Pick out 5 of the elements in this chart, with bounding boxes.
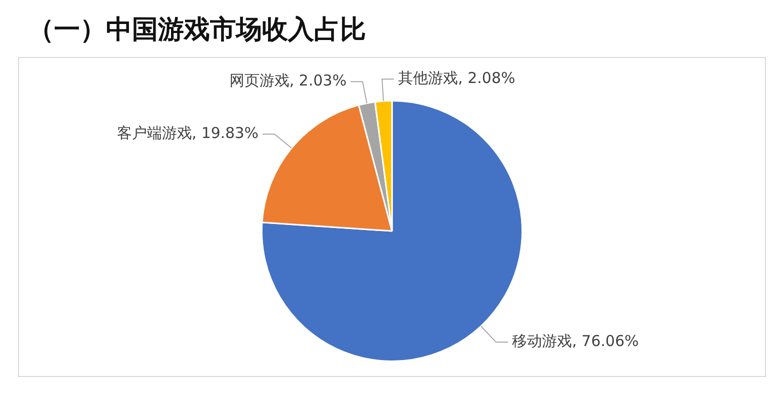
chart-title: （一）中国游戏市场收入占比	[27, 14, 367, 47]
slice-label: 客户端游戏, 19.83%	[116, 124, 259, 142]
slice-label: 移动游戏, 76.06%	[512, 332, 639, 350]
slice-label: 其他游戏, 2.08%	[398, 68, 516, 87]
slice-label: 网页游戏, 2.03%	[229, 72, 347, 90]
